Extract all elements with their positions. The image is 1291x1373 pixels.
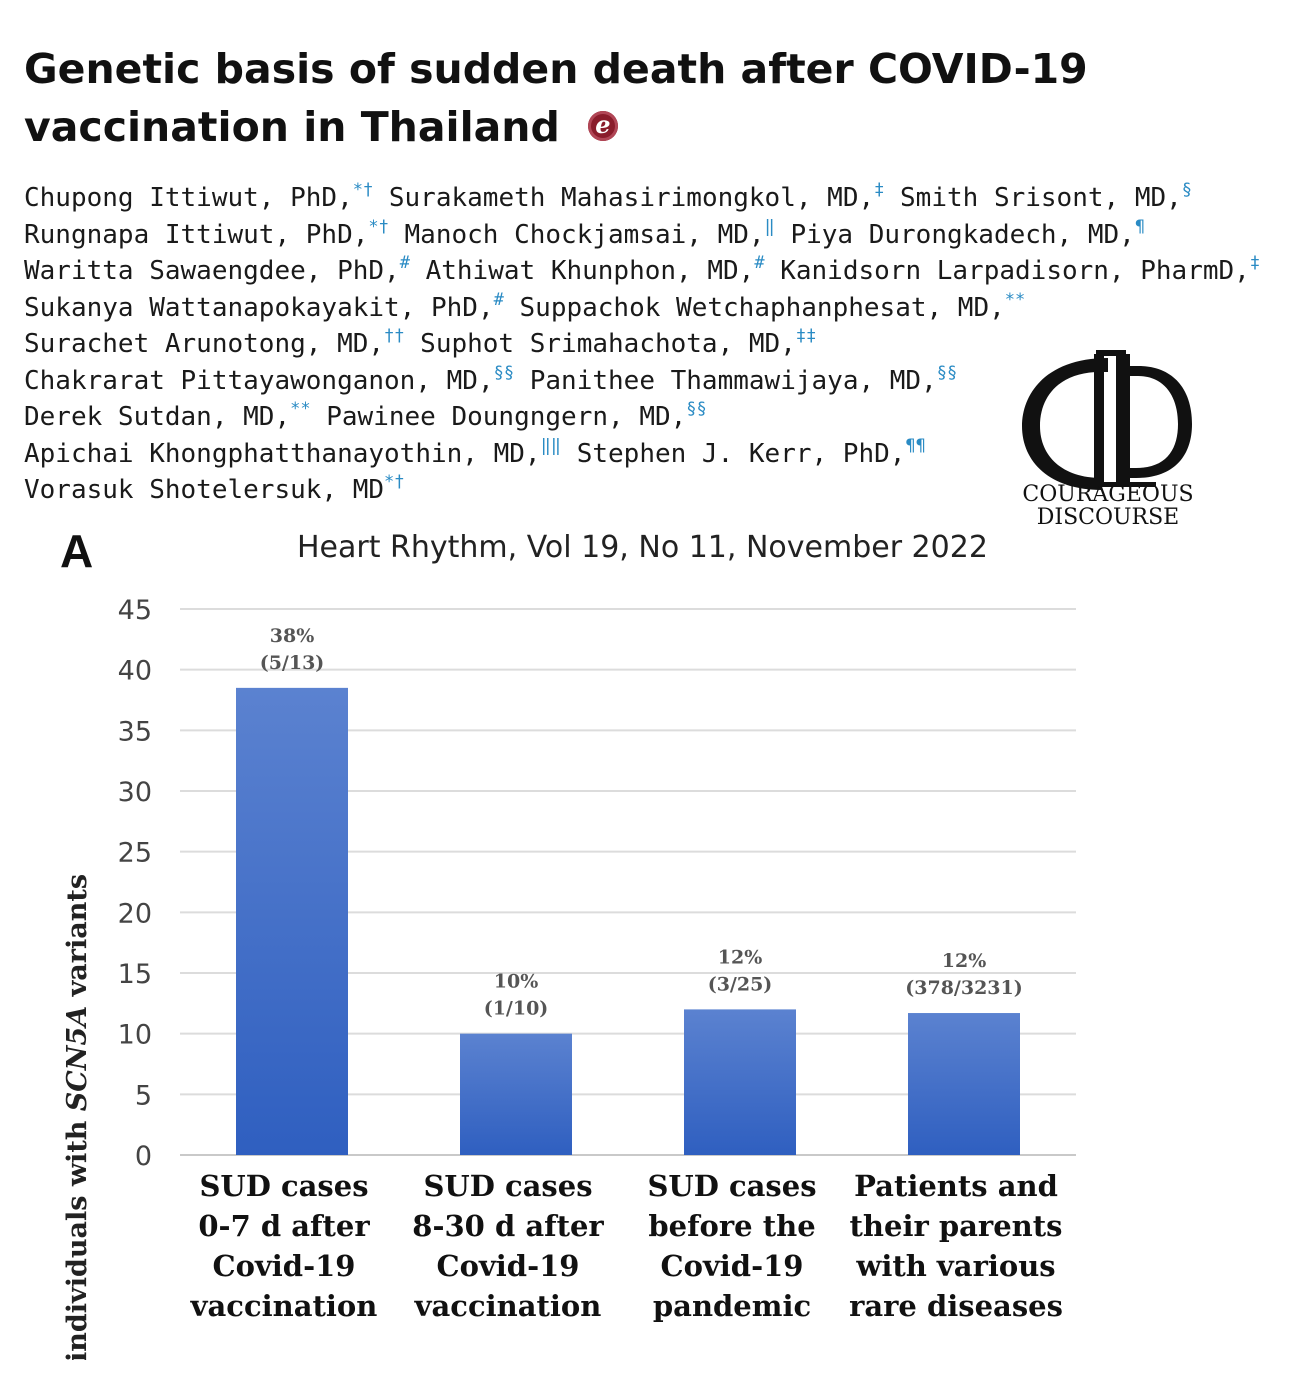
logo-text-line-1: COURAGEOUS: [1022, 482, 1194, 507]
affiliation-marker[interactable]: §: [1181, 180, 1193, 200]
author-name: Pawinee Doungngern, MD,: [310, 402, 687, 432]
affiliation-marker[interactable]: **: [1004, 289, 1026, 310]
author-line: Derek Sutdan, MD,** Pawinee Doungngern, …: [24, 399, 1260, 436]
y-tick-label: 5: [135, 1080, 152, 1111]
x-category-label: with various: [855, 1249, 1055, 1283]
x-category-label: 0-7 d after: [198, 1209, 370, 1243]
bar: [684, 1009, 796, 1155]
affiliation-marker[interactable]: ‖: [764, 216, 775, 237]
data-label: (378/3231): [905, 977, 1022, 999]
bar-chart: 0 5 10 15 20 25 30 35 40 45 38% (5/13) 10% (1/10) 12%…: [62, 595, 1076, 1360]
x-category-label: their parents: [850, 1209, 1063, 1243]
author-line: Surachet Arunotong, MD,†† Suphot Srimaha…: [24, 326, 1260, 363]
affiliation-marker[interactable]: **: [290, 399, 311, 419]
affiliation-marker[interactable]: #: [754, 253, 765, 273]
author-name: Vorasuk Shotelersuk, MD: [24, 475, 385, 505]
author-name: Suppachok Wetchaphanphesat, MD,: [503, 292, 1005, 323]
author-name: Kanidsorn Larpadisorn, PharmD,: [764, 256, 1250, 286]
affiliation-marker[interactable]: ‡: [1249, 253, 1261, 273]
x-category-label: pandemic: [653, 1289, 811, 1323]
y-tick-label: 20: [118, 898, 152, 929]
x-category-label: Covid-19: [213, 1249, 356, 1283]
author-name: Panithee Thammawijaya, MD,: [514, 365, 937, 396]
y-tick-label: 30: [118, 777, 152, 808]
x-category-label: vaccination: [190, 1289, 378, 1323]
author-name: Smith Srisont, MD,: [884, 183, 1182, 213]
courageous-discourse-logo: [1022, 350, 1192, 490]
data-label: 10%: [494, 971, 539, 993]
author-list: Chupong Ittiwut, PhD,*† Surakameth Mahas…: [24, 180, 1260, 509]
x-category-label: Covid-19: [661, 1249, 804, 1283]
affiliation-marker[interactable]: *†: [384, 472, 405, 492]
author-name: Apichai Khongphatthanayothin, MD,: [24, 438, 541, 469]
affiliation-marker[interactable]: ¶: [1134, 216, 1146, 237]
author-name: Surakameth Mahasirimongkol, MD,: [373, 183, 875, 213]
x-category-label: SUD cases: [199, 1169, 368, 1203]
article-title: Genetic basis of sudden death after COVI…: [24, 40, 1124, 156]
y-tick-label: 35: [118, 716, 152, 747]
affiliation-marker[interactable]: ‡: [874, 180, 885, 200]
bar: [236, 687, 348, 1155]
affiliation-marker[interactable]: §§: [686, 399, 707, 419]
title-line-2: vaccination in Thailand: [24, 103, 560, 151]
author-name: Athiwat Khunphon, MD,: [409, 256, 755, 286]
x-category-label: 8-30 d after: [412, 1209, 604, 1243]
panel-label: A: [60, 525, 94, 577]
y-tick-label: 15: [118, 959, 152, 990]
x-category-label: before the: [648, 1209, 815, 1243]
data-label: 12%: [718, 946, 763, 968]
affiliation-marker[interactable]: #: [399, 253, 410, 273]
affiliation-marker[interactable]: ††: [384, 326, 405, 346]
affiliation-marker[interactable]: §§: [936, 362, 958, 383]
author-line: Chakrarat Pittayawonganon, MD,§§ Panithe…: [24, 363, 1260, 400]
x-category-label: Covid-19: [437, 1249, 580, 1283]
e-badge-icon[interactable]: e: [587, 111, 618, 141]
y-tick-label: 25: [118, 838, 152, 869]
author-name: Derek Sutdan, MD,: [24, 402, 291, 432]
logo-text-line-2: DISCOURSE: [1036, 505, 1180, 530]
bar: [908, 1013, 1020, 1155]
y-axis-label: % of individuals with SCN5A variants: [62, 874, 93, 1360]
data-label: (1/10): [484, 998, 549, 1020]
y-tick-label: 10: [118, 1020, 152, 1051]
author-name: Chakrarat Pittayawonganon, MD,: [24, 365, 494, 396]
author-line: Sukanya Wattanapokayakit, PhD,# Suppacho…: [24, 290, 1260, 327]
data-label: (5/13): [260, 652, 325, 674]
affiliation-marker[interactable]: §§: [493, 362, 515, 383]
affiliation-marker[interactable]: ‖‖: [540, 435, 562, 456]
x-category-label: rare diseases: [849, 1289, 1063, 1323]
author-name: Sukanya Wattanapokayakit, PhD,: [24, 292, 494, 323]
y-tick-label: 0: [135, 1141, 152, 1172]
bar: [460, 1033, 572, 1155]
author-line: Vorasuk Shotelersuk, MD*†: [24, 472, 1260, 509]
author-line: Chupong Ittiwut, PhD,*† Surakameth Mahas…: [24, 180, 1260, 217]
author-name: Waritta Sawaengdee, PhD,: [24, 256, 400, 286]
affiliation-marker[interactable]: *†: [352, 180, 374, 200]
author-name: Chupong Ittiwut, PhD,: [24, 183, 353, 213]
data-label: (3/25): [708, 973, 773, 995]
x-category-label: SUD cases: [647, 1169, 816, 1203]
author-name: Surachet Arunotong, MD,: [24, 329, 385, 359]
author-line: Waritta Sawaengdee, PhD,# Athiwat Khunph…: [24, 253, 1260, 290]
x-category-label: SUD cases: [423, 1169, 592, 1203]
affiliation-marker[interactable]: *†: [368, 216, 389, 237]
author-name: Piya Durongkadech, MD,: [774, 219, 1135, 250]
author-name: Stephen J. Kerr, PhD,: [561, 438, 906, 469]
journal-citation: Heart Rhythm, Vol 19, No 11, November 20…: [297, 530, 988, 565]
y-tick-label: 40: [118, 656, 152, 687]
title-line-1: Genetic basis of sudden death after COVI…: [24, 45, 1088, 93]
data-label: 12%: [942, 950, 987, 972]
x-category-label: Patients and: [854, 1169, 1058, 1203]
y-tick-label: 45: [118, 595, 152, 626]
affiliation-marker[interactable]: #: [493, 289, 504, 310]
x-category-label: vaccination: [414, 1289, 602, 1323]
affiliation-marker[interactable]: ‡‡: [795, 326, 817, 346]
author-line: Apichai Khongphatthanayothin, MD,‖‖ Step…: [24, 436, 1260, 473]
data-label: 38%: [270, 625, 315, 647]
author-line: Rungnapa Ittiwut, PhD,*† Manoch Chockjam…: [24, 217, 1260, 254]
author-name: Suphot Srimahachota, MD,: [404, 329, 796, 359]
affiliation-marker[interactable]: ¶¶: [905, 435, 926, 456]
author-name: Manoch Chockjamsai, MD,: [388, 219, 765, 250]
author-name: Rungnapa Ittiwut, PhD,: [24, 219, 369, 250]
